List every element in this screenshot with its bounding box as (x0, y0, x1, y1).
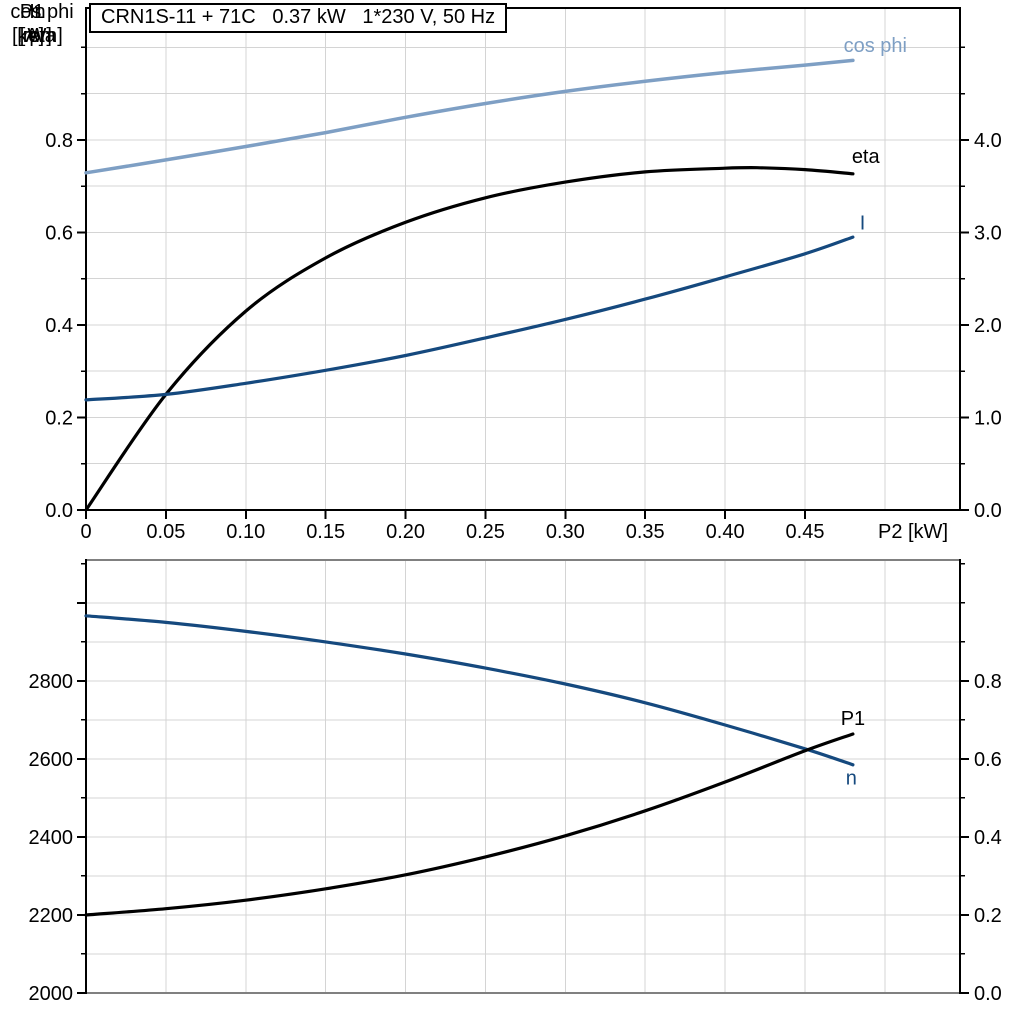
top-left-axis-title: cos phi eta (0, 0, 84, 48)
tick-label-left: 2000 (29, 983, 74, 1005)
tick-label-left: 2600 (29, 749, 74, 771)
curve-n (84, 614, 855, 767)
tick-label-x: 0.05 (146, 521, 185, 543)
tick-label-left: 0.6 (45, 222, 73, 244)
tick-label-x: 0 (80, 521, 91, 543)
curve-label-n: n (846, 768, 857, 790)
tick-label-left: 0.4 (45, 315, 73, 337)
tick-label-right: 4.0 (974, 130, 1002, 152)
bottom-left-axis-title: n [rpm] (0, 0, 80, 48)
tick-label-left: 0.2 (45, 407, 73, 429)
x-axis-unit-label: P2 [kW] (878, 521, 948, 543)
tick-label-right: 0.0 (974, 500, 1002, 522)
tick-label-right: 0.0 (974, 983, 1002, 1005)
tick-label-right: 1.0 (974, 407, 1002, 429)
curve-label-eta: eta (852, 146, 881, 168)
tick-label-x: 0.10 (226, 521, 265, 543)
top-right-axis-title: I [A] (0, 0, 64, 48)
tick-label-x: 0.30 (546, 521, 585, 543)
axis-title-line: [rpm] (17, 25, 63, 47)
curve-label-i: I (860, 212, 866, 234)
axis-title-line: eta (28, 25, 56, 47)
chart-title-box: CRN1S-11 + 71C 0.37 kW 1*230 V, 50 Hz (89, 3, 508, 33)
tick-label-x: 0.35 (626, 521, 665, 543)
curve-eta (84, 165, 855, 512)
tick-label-right: 3.0 (974, 222, 1002, 244)
axis-title-line: P1 (19, 1, 45, 23)
tick-label-x: 0.25 (466, 521, 505, 543)
curve-cos-phi (84, 58, 855, 175)
tick-label-right: 0.4 (974, 827, 1002, 849)
bottom-right-axis-title: P1 [kW] (0, 0, 64, 48)
tick-label-right: 0.2 (974, 905, 1002, 927)
tick-label-x: 0.20 (386, 521, 425, 543)
tick-label-left: 2800 (29, 671, 74, 693)
axis-title-line: [kW] (12, 25, 52, 47)
curve-label-p1: P1 (841, 708, 865, 730)
tick-label-left: 0.8 (45, 130, 73, 152)
tick-label-right: 0.6 (974, 749, 1002, 771)
tick-label-right: 2.0 (974, 315, 1002, 337)
axis-title-line: cos phi (10, 1, 74, 23)
axis-title-line: n (34, 1, 46, 23)
tick-label-x: 0.15 (306, 521, 345, 543)
tick-label-left: 2200 (29, 905, 74, 927)
tick-label-right: 0.8 (974, 671, 1002, 693)
tick-label-left: 0.0 (45, 500, 73, 522)
tick-label-left: 2400 (29, 827, 74, 849)
tick-label-x: 0.45 (786, 521, 825, 543)
curve-i (84, 235, 855, 402)
curve-p1 (84, 732, 855, 917)
axis-title-line: I (29, 1, 35, 23)
curve-label-cos-phi: cos phi (844, 35, 907, 57)
axis-title-line: [A] (19, 25, 45, 47)
tick-label-x: 0.40 (706, 521, 745, 543)
